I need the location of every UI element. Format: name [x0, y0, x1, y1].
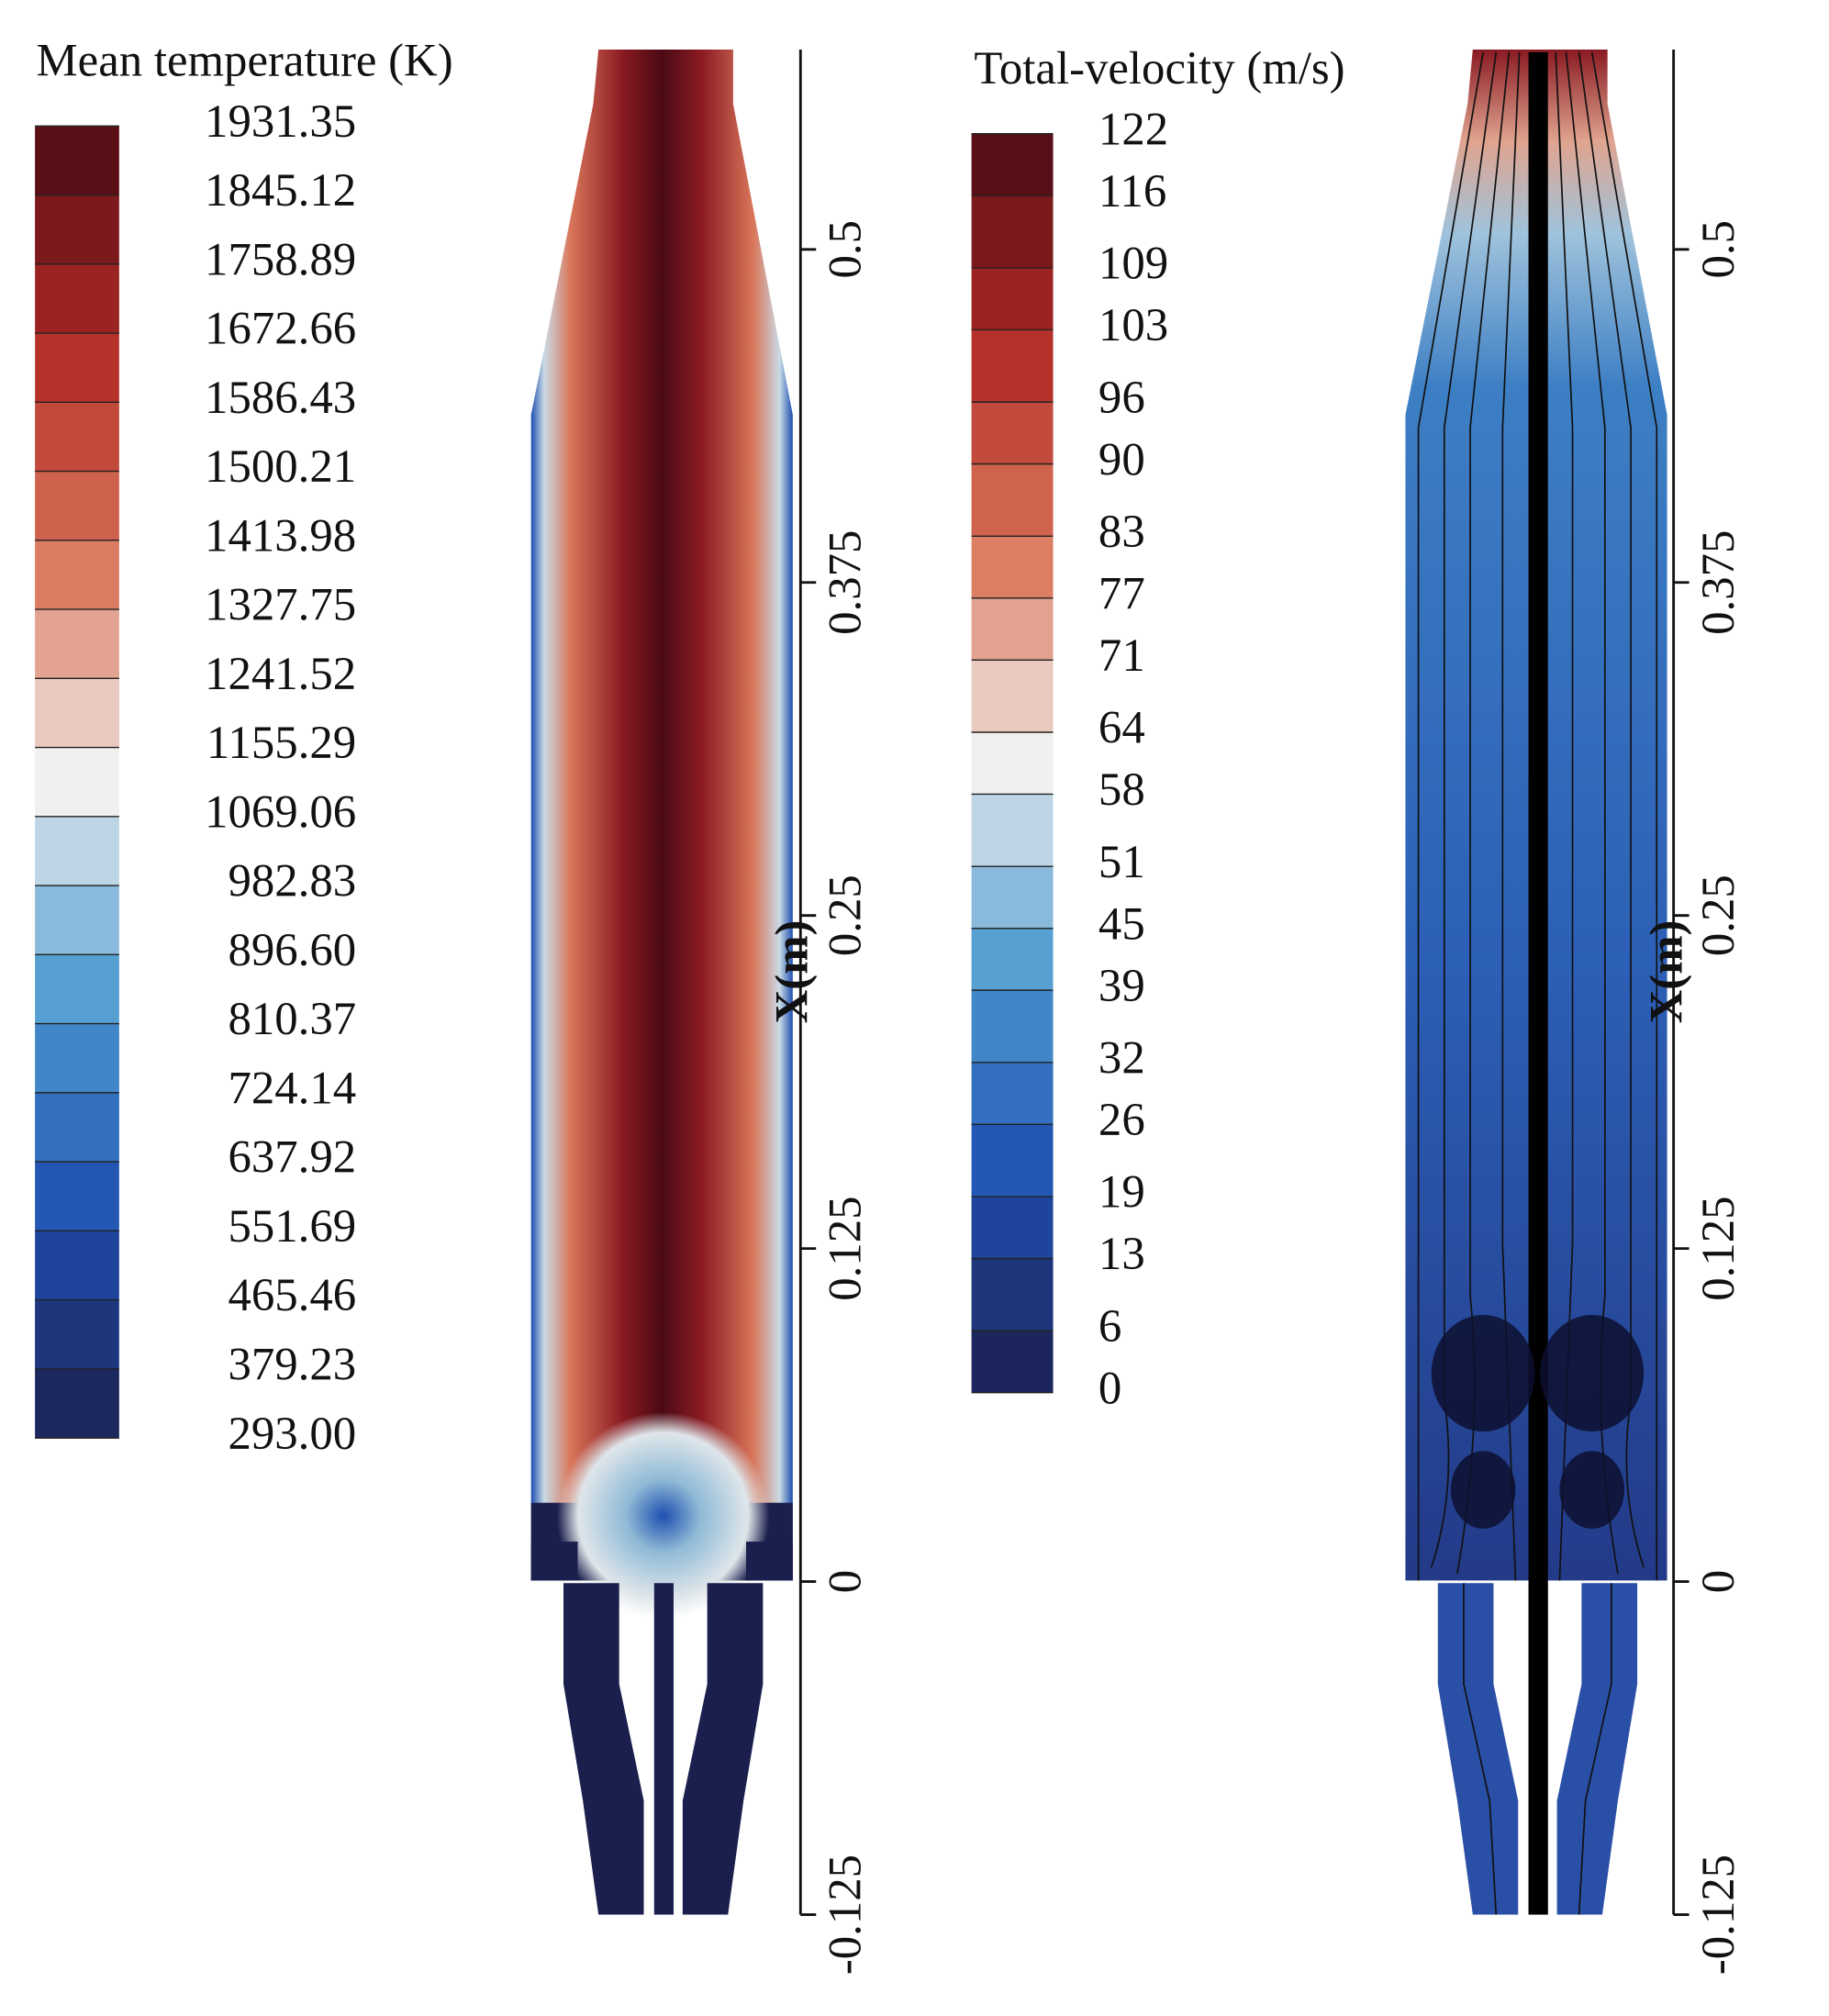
colorbar-label: 1413.98	[205, 509, 356, 561]
y-tick-label: 0.375	[820, 530, 871, 635]
colorbar-label: 109	[1099, 238, 1168, 289]
colorbar-band	[971, 195, 1054, 268]
colorbar-band	[35, 1023, 119, 1093]
colorbar-label: 379.23	[228, 1339, 356, 1390]
colorbar-label: 1069.06	[205, 785, 356, 837]
colorbar-label: 1672.66	[205, 303, 356, 354]
velocity-field	[1405, 50, 1667, 1915]
colorbar-band	[971, 660, 1054, 732]
colorbar-label: 90	[1099, 433, 1145, 485]
colorbar-band	[971, 866, 1054, 929]
colorbar-label: 1758.89	[205, 233, 356, 284]
colorbar-band	[971, 1062, 1054, 1125]
colorbar-label: 122	[1099, 103, 1168, 154]
colorbar-band	[971, 329, 1054, 403]
colorbar-band	[35, 1368, 119, 1439]
colorbar-band	[35, 678, 119, 748]
y-tick-label: 0.5	[1692, 220, 1744, 279]
colorbar-label: 71	[1099, 629, 1145, 681]
colorbar-label: 810.37	[228, 993, 356, 1044]
colorbar-label: 1586.43	[205, 372, 356, 423]
colorbar-band	[35, 333, 119, 403]
colorbar-band	[971, 463, 1054, 537]
colorbar-label: 116	[1099, 165, 1166, 217]
colorbar-label: 724.14	[228, 1063, 356, 1114]
colorbar-label: 83	[1099, 506, 1145, 557]
colorbar-label: 13	[1099, 1228, 1145, 1279]
colorbar-band	[35, 954, 119, 1024]
colorbar-title: Mean temperature (K)	[37, 35, 453, 86]
colorbar-band	[971, 597, 1054, 661]
colorbar-label: 45	[1099, 897, 1145, 949]
colorbar-label: 58	[1099, 763, 1145, 815]
y-axis-label: X(m)	[766, 920, 818, 1024]
y-tick-label: 0.125	[820, 1196, 871, 1300]
colorbar-label: 982.83	[228, 855, 356, 907]
colorbar-band	[35, 747, 119, 817]
colorbar-band	[971, 536, 1054, 598]
colorbar-label: 896.60	[228, 924, 356, 975]
y-tick-label: 0.25	[1692, 874, 1744, 956]
colorbar-band	[35, 1299, 119, 1369]
colorbar-label: 1155.29	[206, 717, 356, 768]
y-tick-label: 0	[1692, 1570, 1744, 1593]
colorbar-band	[971, 990, 1054, 1063]
colorbar-band	[971, 1124, 1054, 1197]
colorbar-band	[35, 885, 119, 955]
y-axis-label: X(m)	[1640, 920, 1691, 1024]
y-tick-label: 0.375	[1692, 530, 1744, 635]
colorbar-band	[971, 133, 1054, 196]
colorbar-label: 103	[1099, 299, 1168, 351]
colorbar-label: 1241.52	[205, 648, 356, 699]
y-tick-label: -0.125	[1692, 1854, 1744, 1975]
colorbar-label: 77	[1099, 567, 1145, 618]
colorbar-label: 96	[1099, 372, 1145, 423]
colorbar-band	[35, 609, 119, 679]
temperature-field	[530, 50, 793, 1915]
colorbar-band	[35, 1092, 119, 1163]
colorbar-label: 465.46	[228, 1269, 356, 1320]
colorbar-band	[35, 195, 119, 264]
colorbar-band	[35, 126, 119, 195]
y-tick-label: 0.25	[820, 874, 871, 956]
colorbar-band	[971, 928, 1054, 991]
colorbar-label: 19	[1099, 1166, 1145, 1218]
colorbar-band	[35, 816, 119, 886]
colorbar-band	[971, 1197, 1054, 1259]
colorbar-label: 0	[1099, 1362, 1121, 1413]
colorbar-label: 64	[1099, 702, 1145, 753]
colorbar-label: 293.00	[228, 1408, 356, 1459]
colorbar-band	[971, 731, 1054, 795]
colorbar-label: 1500.21	[205, 440, 356, 492]
colorbar-band	[971, 1331, 1054, 1393]
colorbar-band	[971, 794, 1054, 867]
colorbar-band	[35, 402, 119, 472]
colorbar-band	[35, 540, 119, 610]
colorbar-label: 551.69	[228, 1200, 356, 1252]
y-tick-label: 0.5	[820, 220, 871, 279]
y-tick-label: -0.125	[820, 1854, 871, 1975]
colorbar-title: Total-velocity (m/s)	[974, 42, 1344, 94]
colorbar-label: 32	[1099, 1032, 1145, 1084]
colorbar-band	[35, 1162, 119, 1231]
colorbar-label: 1845.12	[205, 164, 356, 216]
colorbar-band	[35, 1231, 119, 1300]
y-tick-label: 0.125	[1692, 1196, 1744, 1300]
colorbar-band	[35, 471, 119, 540]
colorbar-band	[971, 1258, 1054, 1331]
colorbar-band	[971, 402, 1054, 464]
colorbar-label: 51	[1099, 836, 1145, 887]
colorbar-label: 39	[1099, 960, 1145, 1011]
colorbar-band	[971, 267, 1054, 330]
colorbar-label: 1931.35	[205, 95, 356, 147]
colorbar-label: 26	[1099, 1094, 1145, 1145]
y-tick-label: 0	[820, 1570, 871, 1593]
colorbar-label: 1327.75	[205, 579, 356, 630]
colorbar-label: 6	[1099, 1300, 1121, 1352]
colorbar-label: 637.92	[228, 1131, 356, 1183]
colorbar-band	[35, 263, 119, 334]
